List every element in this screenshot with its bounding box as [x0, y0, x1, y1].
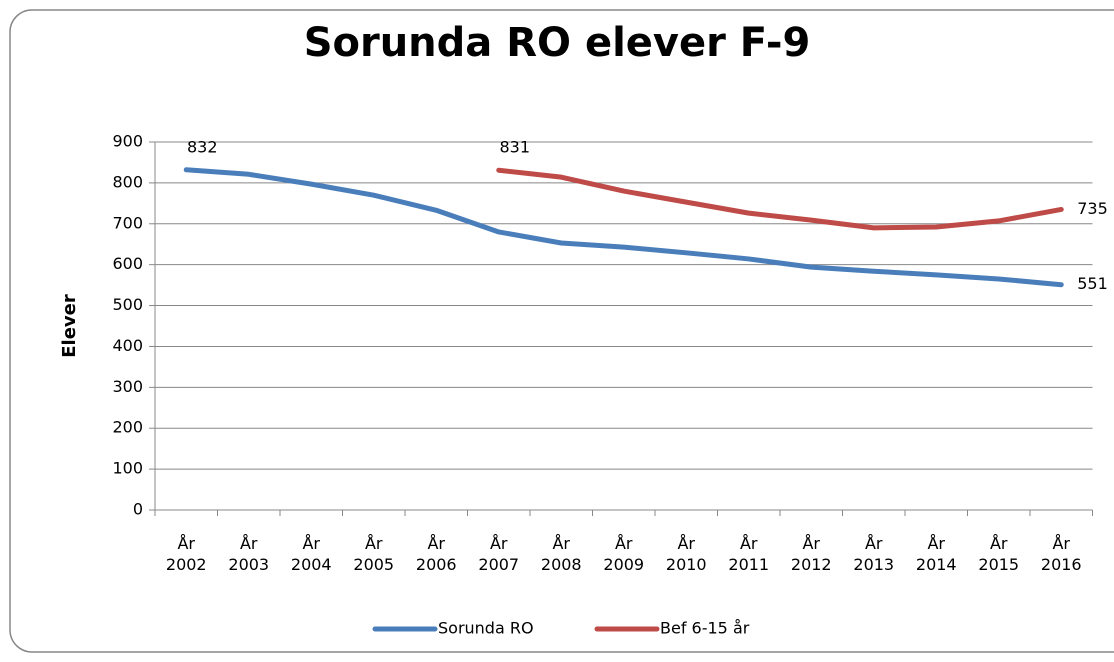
y-tick-label: 400 — [112, 336, 143, 355]
y-tick-label: 800 — [112, 172, 143, 191]
y-tick-label: 100 — [112, 459, 143, 478]
legend-label: Sorunda RO — [438, 619, 534, 638]
y-axis-label: Elever — [59, 294, 80, 358]
x-tick-label: År 2009 — [603, 534, 644, 574]
y-tick-label: 500 — [112, 295, 143, 314]
x-tick-label: År 2011 — [728, 534, 769, 574]
x-tick-label: År 2004 — [291, 534, 332, 574]
x-tick-label: År 2006 — [416, 534, 457, 574]
y-tick-label: 700 — [112, 213, 143, 232]
x-tick-label: År 2008 — [541, 534, 582, 574]
y-tick-label: 900 — [112, 132, 143, 151]
x-tick-label: År 2003 — [228, 534, 269, 574]
y-tick-label: 200 — [112, 418, 143, 437]
x-tick-label: År 2005 — [353, 534, 394, 574]
data-label: 831 — [499, 138, 530, 157]
data-label: 735 — [1077, 199, 1108, 218]
y-tick-label: 0 — [133, 500, 143, 519]
x-tick-label: År 2015 — [978, 534, 1019, 574]
data-label: 551 — [1077, 274, 1108, 293]
series-line — [183, 167, 1064, 288]
x-tick-label: År 2013 — [853, 534, 894, 574]
x-tick-label: År 2002 — [166, 534, 207, 574]
x-tick-label: År 2012 — [791, 534, 832, 574]
legend-label: Bef 6-15 år — [660, 619, 750, 638]
y-tick-label: 300 — [112, 377, 143, 396]
y-tick-label: 600 — [112, 254, 143, 273]
chart-title: Sorunda RO elever F-9 — [304, 20, 811, 66]
x-tick-label: År 2007 — [478, 534, 519, 574]
x-tick-label: År 2010 — [666, 534, 707, 574]
x-tick-label: År 2014 — [916, 534, 957, 574]
x-tick-label: År 2016 — [1041, 534, 1082, 574]
series-line — [496, 167, 1064, 231]
data-label: 832 — [187, 137, 218, 156]
chart-frame — [9, 9, 1114, 653]
